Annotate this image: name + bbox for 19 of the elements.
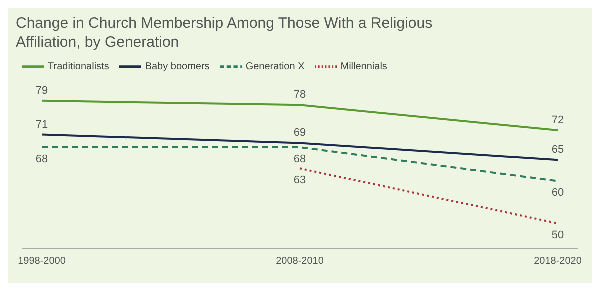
- data-label: 60: [552, 187, 564, 200]
- data-label: 71: [36, 118, 48, 131]
- legend-label: Millennials: [340, 62, 388, 73]
- data-label: 79: [36, 84, 48, 97]
- data-label: 50: [552, 229, 564, 242]
- legend-label: Generation X: [246, 62, 305, 73]
- x-tick-label: 2008-2010: [276, 256, 324, 268]
- data-label: 68: [294, 153, 306, 166]
- data-label: 65: [552, 144, 564, 156]
- legend-label: Traditionalists: [48, 62, 110, 73]
- x-tick-label: 2018-2020: [534, 256, 582, 268]
- data-label: 78: [294, 89, 306, 102]
- x-tick-label: 1998-2000: [18, 256, 66, 268]
- data-label: 68: [36, 153, 48, 166]
- legend-label: Baby boomers: [145, 62, 210, 73]
- data-label: 72: [552, 114, 564, 127]
- chart-title: Change in Church Membership Among Those With a Religious Affiliation, by Generation: [15, 14, 434, 52]
- data-label: 69: [294, 127, 306, 140]
- data-label: 63: [294, 174, 306, 186]
